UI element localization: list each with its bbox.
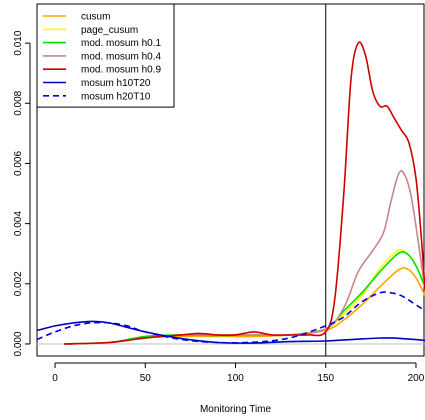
x-axis-title: Monitoring Time bbox=[200, 404, 272, 415]
series-line-mosum-h20t10 bbox=[37, 291, 425, 344]
y-tick-label: 0.002 bbox=[13, 271, 24, 296]
y-tick-label: 0.010 bbox=[13, 30, 24, 55]
legend-label-mosum-h10t20: mosum h10T20 bbox=[81, 78, 151, 89]
x-tick-label: 100 bbox=[227, 373, 244, 384]
plot-frame bbox=[36, 3, 425, 357]
legend-label-mod-mosum-h0-1: mod. mosum h0.1 bbox=[81, 38, 161, 49]
legend-label-mod-mosum-h0-9: mod. mosum h0.9 bbox=[81, 65, 161, 76]
y-tick-label: 0.006 bbox=[13, 151, 24, 176]
legend-label-cusum: cusum bbox=[81, 12, 110, 23]
x-tick-label: 50 bbox=[140, 373, 152, 384]
y-tick-label: 0.000 bbox=[13, 331, 24, 356]
y-tick-label: 0.008 bbox=[13, 90, 24, 115]
x-tick-label: 150 bbox=[317, 373, 334, 384]
series-line-mod-mosum-h0-9 bbox=[64, 41, 425, 345]
legend-label-page-cusum: page_cusum bbox=[81, 25, 138, 36]
series-group bbox=[37, 41, 425, 345]
series-line-mod-mosum-h0-1 bbox=[64, 251, 425, 345]
x-tick-label: 0 bbox=[52, 373, 58, 384]
series-line-mod-mosum-h0-4 bbox=[64, 170, 425, 345]
legend: cusum page_cusum mod. mosum h0.1 mod. mosum… bbox=[36, 3, 175, 108]
y-tick-label: 0.004 bbox=[13, 211, 24, 236]
plot-area bbox=[36, 3, 425, 357]
legend-label-mod-mosum-h0-4: mod. mosum h0.4 bbox=[81, 51, 161, 62]
series-line-mosum-h10t20 bbox=[37, 320, 425, 344]
x-axis: 0 50 100 150 200 bbox=[52, 362, 425, 384]
x-tick-label: 200 bbox=[408, 373, 425, 384]
legend-label-mosum-h20t10: mosum h20T10 bbox=[81, 91, 151, 102]
y-axis: 0.000 0.002 0.004 0.006 0.008 0.010 bbox=[13, 30, 31, 356]
